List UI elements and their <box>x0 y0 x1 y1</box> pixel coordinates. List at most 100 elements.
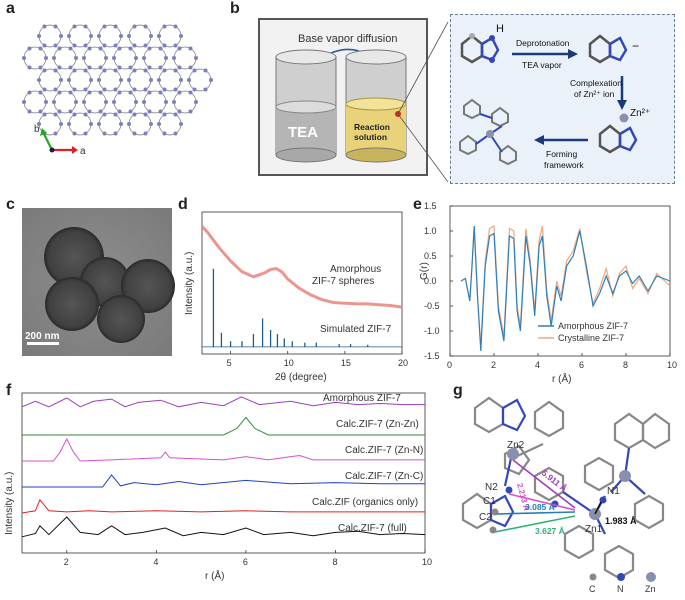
e-x-tick-label: 0 <box>447 360 452 370</box>
panel-label-d: d <box>178 196 188 213</box>
f-x-tick-label: 2 <box>64 557 69 567</box>
d-x-tick-label: 15 <box>341 358 351 368</box>
tea-jar <box>275 49 337 163</box>
e-x-tick-label: 10 <box>667 360 677 370</box>
e-y-tick-label: -0.5 <box>424 301 440 311</box>
d-legend-simulated: Simulated ZIF-7 <box>320 324 392 335</box>
mechanism-box <box>450 14 675 184</box>
distance-label-d4: 3.627 Å <box>535 526 565 536</box>
minus-charge: − <box>632 39 639 53</box>
panel-label-e: e <box>413 196 422 213</box>
e-x-tick-label: 8 <box>623 360 628 370</box>
f-series-label-3: Calc.ZIF-7 (Zn-C) <box>345 471 423 482</box>
tem-image: 200 nm <box>22 208 175 356</box>
atom-label-c2: C2 <box>479 512 492 523</box>
b-axis-arrow <box>43 133 53 151</box>
f-series-label-0: Amorphous ZIF-7 <box>323 393 401 404</box>
reaction-label-line1: Reaction <box>354 122 390 132</box>
structure-bonds <box>461 396 671 580</box>
axis-a-label: a <box>80 146 86 157</box>
tea-vapor-label: TEA vapor <box>522 60 562 70</box>
benzimidazole-molecule-1 <box>460 33 500 64</box>
distance-label-d3: 3.085 Å <box>525 502 555 512</box>
f-x-tick-label: 8 <box>332 557 337 567</box>
distance-label-d5: 1.983 Å <box>605 516 637 526</box>
f-series-label-4: Calc.ZIF (organics only) <box>312 497 418 508</box>
panel-g-structure: Zn2 N2 C1 C2 Zn1 N1 5.911 Å 2.213 Å 3.08… <box>461 396 671 594</box>
d-ylabel: Intensity (a.u.) <box>184 252 195 315</box>
f-series-label-5: Calc.ZIF-7 (full) <box>338 523 407 534</box>
d-xlabel: 2θ (degree) <box>275 372 327 383</box>
e-y-tick-label: 1.5 <box>424 201 437 211</box>
atom-label-zn2: Zn2 <box>507 440 525 451</box>
panel-label-b: b <box>230 0 240 17</box>
f-series-label-1: Calc.ZIF-7 (Zn-Zn) <box>336 419 419 430</box>
benzimidazolate-molecule <box>588 34 628 64</box>
vapor-diffusion-title: Base vapor diffusion <box>298 33 397 45</box>
distance-line-d4 <box>494 515 576 533</box>
atom-legend: C N Zn <box>589 572 656 594</box>
sphere-4 <box>45 277 99 331</box>
scale-bar-label: 200 nm <box>25 331 60 342</box>
reaction-label: Reaction solution <box>354 122 392 142</box>
scale-bar <box>27 342 59 345</box>
deprotonation-label: Deprotonation <box>516 38 570 48</box>
zn-ion-label: Zn²⁺ <box>630 108 650 119</box>
d-series-amorphous <box>200 225 403 309</box>
distance-line-d2 <box>508 493 576 511</box>
sphere-5 <box>97 295 145 343</box>
e-series-amorphous <box>460 225 671 352</box>
stacked-pdf-chart: 2 4 6 8 10 Amorphous ZIF-7 Calc.ZIF-7 (Zn-Zn) C… <box>4 392 432 582</box>
distance-line-d5 <box>594 501 602 515</box>
e-y-tick-label: -1.5 <box>424 351 440 361</box>
f-x-tick-label: 4 <box>153 557 158 567</box>
distance-line-d1 <box>512 459 576 509</box>
zn-complex-molecule <box>598 113 638 154</box>
f-ylabel: Intensity (a.u.) <box>4 472 15 535</box>
panel-a-framework: a b <box>22 24 213 157</box>
distance-line-d3 <box>496 511 576 515</box>
d-x-tick-label: 20 <box>398 358 408 368</box>
forming-label-2: framework <box>544 160 584 170</box>
panel-label-a: a <box>6 0 15 17</box>
panel-b-schematic: Base vapor diffusion TEA Reaction soluti… <box>275 21 449 183</box>
panel-label-f: f <box>6 382 12 399</box>
e-ylabel: G(r) <box>419 262 430 280</box>
reaction-jar <box>345 49 407 163</box>
e-x-tick-label: 2 <box>491 360 496 370</box>
f-series-1 <box>22 416 425 436</box>
framework-cluster <box>459 98 517 166</box>
f-series-3 <box>22 474 425 488</box>
legend-zn: Zn <box>645 584 656 594</box>
e-legend-label: Crystalline ZIF-7 <box>558 333 624 343</box>
atom-label-c1: C1 <box>483 496 496 507</box>
forming-label-1: Forming <box>546 149 577 159</box>
legend-n: N <box>617 584 624 594</box>
f-series-5 <box>21 516 426 538</box>
d-legend-amorphous-2: ZIF-7 spheres <box>312 276 374 287</box>
reaction-label-line2: solution <box>354 132 387 142</box>
e-x-tick-label: 4 <box>535 360 540 370</box>
panel-label-g: g <box>453 382 463 399</box>
e-y-tick-label: 1.0 <box>424 226 437 236</box>
e-y-tick-label: 0.0 <box>424 276 437 286</box>
f-series-0 <box>21 396 425 408</box>
e-y-tick-label: 0.5 <box>424 251 437 261</box>
f-x-tick-label: 6 <box>243 557 248 567</box>
axis-b-label: b <box>34 124 40 135</box>
e-x-tick-label: 6 <box>579 360 584 370</box>
legend-c: C <box>589 584 596 594</box>
h-label: H <box>496 23 504 35</box>
atom-label-n2: N2 <box>485 482 498 493</box>
d-x-tick-label: 5 <box>227 358 232 368</box>
f-series-2 <box>22 437 425 462</box>
d-x-tick-label: 10 <box>284 358 294 368</box>
e-y-tick-label: -1.0 <box>424 326 440 336</box>
zn2-atom <box>507 448 519 460</box>
zn-atom-3 <box>619 470 631 482</box>
f-xlabel: r (Å) <box>205 569 224 582</box>
complexation-label-1: Complexation <box>570 78 622 88</box>
complexation-label-2: of Zn²⁺ ion <box>574 89 615 99</box>
d-legend-amorphous-1: Amorphous <box>330 264 381 275</box>
